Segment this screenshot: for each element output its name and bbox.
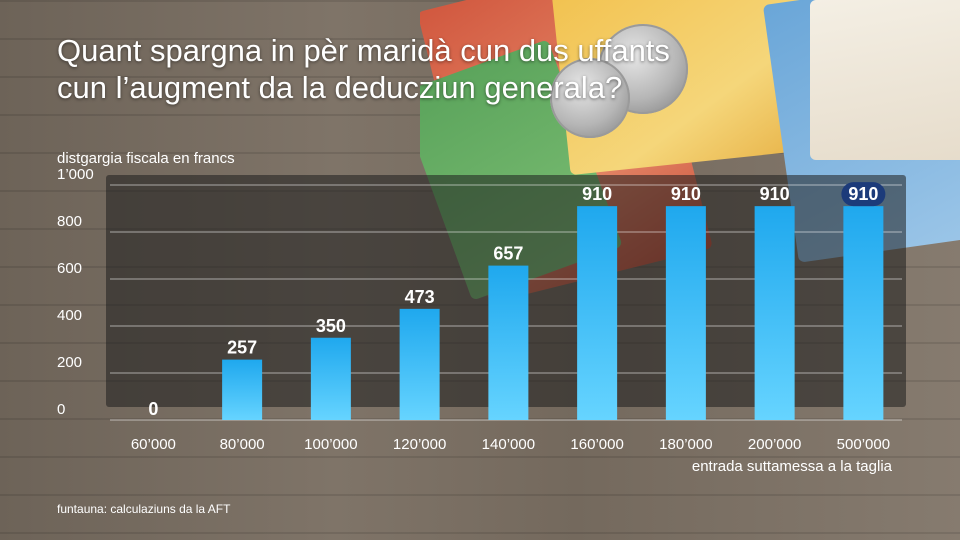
bar	[754, 206, 795, 420]
x-tick-label: 80’000	[220, 436, 265, 453]
y-tick-label: 1’000	[57, 166, 94, 183]
y-tick-label: 800	[57, 213, 82, 230]
data-label: 657	[493, 244, 523, 264]
x-axis-label: entrada suttamessa a la taglia	[691, 458, 892, 475]
x-tick-label: 160’000	[570, 436, 623, 453]
x-tick-label: 60’000	[131, 436, 176, 453]
x-tick-label: 200’000	[748, 436, 801, 453]
data-label: 910	[671, 184, 701, 204]
coin-small	[550, 58, 630, 138]
data-label: 350	[316, 316, 346, 336]
bar	[310, 337, 351, 420]
y-tick-label: 0	[57, 401, 65, 418]
title-line-2: cun l’augment da la deducziun generala?	[57, 70, 623, 105]
data-label: 910	[760, 184, 790, 204]
data-label: 473	[405, 287, 435, 307]
data-label: 910	[582, 184, 612, 204]
x-tick-label: 100’000	[304, 436, 357, 453]
data-label: 0	[148, 399, 158, 419]
y-tick-label: 200	[57, 354, 82, 371]
y-axis-label: distgargia fiscala en francs	[57, 150, 235, 167]
value-label-highlight	[841, 182, 886, 207]
bar	[488, 265, 529, 420]
data-label: 257	[227, 338, 257, 358]
chart-title: Quant spargna in pèr maridà cun dus uffa…	[57, 32, 670, 106]
bar	[399, 308, 440, 420]
banknote-white	[810, 0, 960, 160]
x-tick-label: 500’000	[837, 436, 890, 453]
y-tick-label: 400	[57, 307, 82, 324]
y-tick-label: 600	[57, 260, 82, 277]
bar	[222, 359, 263, 420]
x-tick-label: 120’000	[393, 436, 446, 453]
data-label: 910	[848, 184, 878, 204]
x-tick-label: 180’000	[659, 436, 712, 453]
x-tick-label: 140’000	[482, 436, 535, 453]
banknotes-coins-photo	[420, 0, 960, 330]
bar	[665, 206, 706, 420]
source-note: funtauna: calculaziuns da la AFT	[57, 502, 231, 516]
bar	[577, 206, 618, 420]
title-line-1: Quant spargna in pèr maridà cun dus uffa…	[57, 33, 670, 68]
bar	[843, 206, 884, 420]
